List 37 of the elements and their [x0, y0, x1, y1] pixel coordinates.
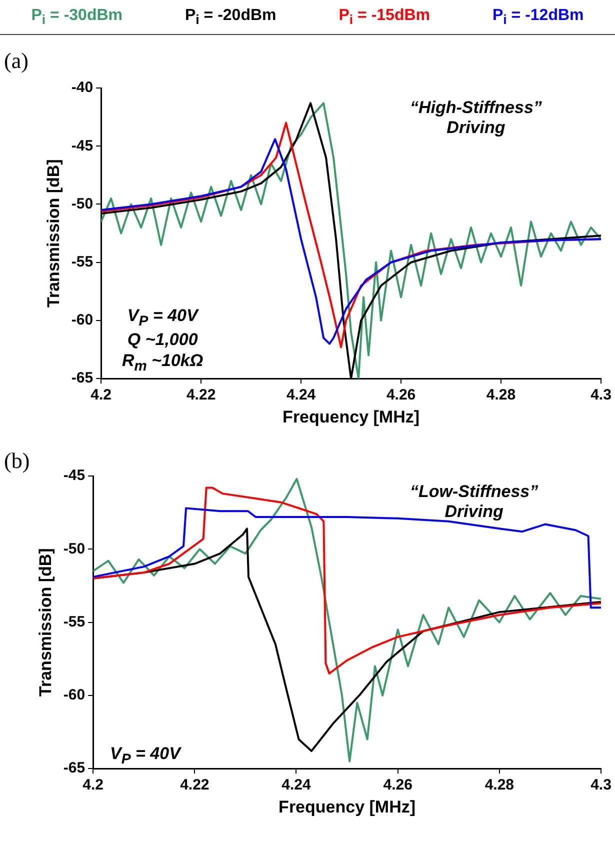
y-tick-label: -65: [71, 370, 94, 387]
x-tick-label: 4.24: [286, 386, 316, 404]
y-tick-label: -45: [71, 137, 94, 154]
x-tick-label: 4.3: [590, 386, 612, 404]
y-tick-label: -65: [63, 760, 86, 777]
annotation: V$_{P}$ = 40V: [110, 744, 180, 768]
x-axis-title: Frequency [MHz]: [282, 407, 420, 426]
text: P$_{i}$ = -30dBm: [31, 6, 123, 28]
y-tick-label: -55: [71, 254, 94, 270]
x-axis-title: Frequency [MHz]: [278, 797, 416, 816]
x-tick-label: 4.28: [486, 386, 516, 404]
x-tick-label: 4.22: [186, 386, 216, 404]
x-tick-label: 4.2: [90, 386, 112, 404]
annotation: “High-Stiffness” Driving: [410, 98, 542, 139]
annotation: “Low-Stiffness” Driving: [410, 482, 538, 523]
text: P$_{i}$ = -12dBm: [492, 6, 584, 28]
chart-title: (a): [4, 48, 28, 74]
x-tick-label: 4.3: [590, 776, 612, 794]
y-axis-title: Transmission [dB]: [44, 159, 63, 308]
x-tick-label: 4.22: [180, 776, 210, 794]
y-tick-label: -55: [63, 613, 86, 630]
x-tick-label: 4.26: [383, 776, 412, 794]
text: P$_{i}$ = -20dBm: [184, 6, 276, 28]
x-tick-label: 4.2: [82, 776, 104, 794]
y-tick-label: -60: [71, 312, 94, 329]
x-tick-label: 4.28: [484, 776, 514, 794]
text: P$_{i}$ = -15dBm: [338, 6, 430, 28]
annotation: V$_{P}$ = 40V Q ~1,000 R$_{m}$ ~10kΩ: [122, 306, 204, 376]
y-tick-label: -45: [63, 467, 86, 484]
y-axis-title: Transmission [dB]: [36, 548, 55, 696]
y-tick-label: -60: [63, 686, 86, 704]
chart-title: (b): [4, 448, 30, 474]
y-tick-label: -50: [63, 540, 86, 558]
x-tick-label: 4.24: [282, 776, 312, 794]
x-tick-label: 4.26: [386, 386, 416, 404]
y-tick-label: -40: [71, 79, 94, 96]
y-tick-label: -50: [71, 195, 94, 212]
